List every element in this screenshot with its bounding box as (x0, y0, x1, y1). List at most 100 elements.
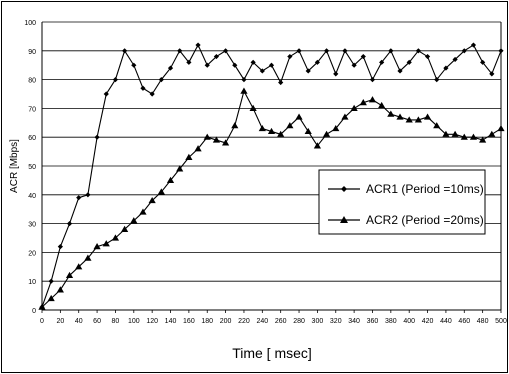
x-tick-label: 240 (256, 318, 268, 325)
x-tick-label: 500 (495, 318, 507, 325)
triangle-marker (102, 240, 110, 247)
x-tick-label: 360 (367, 318, 379, 325)
triangle-marker (84, 254, 92, 261)
diamond-marker (278, 79, 284, 86)
diamond-marker (333, 71, 339, 77)
y-axis-title: ACR [Mbps] (9, 139, 20, 193)
diamond-marker (66, 221, 73, 227)
triangle-marker (442, 130, 450, 137)
triangle-marker (414, 116, 422, 123)
x-tick-label: 200 (220, 318, 232, 325)
x-tick-label: 20 (56, 318, 64, 325)
ticks-layer: 0 10 20 30 40 50 60 70 80 90 100 0 20 40 60 80 100 120 140… (24, 20, 507, 325)
triangle-marker (405, 116, 413, 123)
triangle-marker (359, 99, 367, 106)
x-tick-label: 60 (93, 318, 101, 325)
triangle-marker (47, 294, 55, 302)
diamond-marker (241, 77, 247, 83)
legend-label-acr2: ACR2 (Period =20ms) (366, 213, 484, 227)
triangle-marker (121, 225, 129, 232)
diamond-marker (489, 71, 495, 77)
diamond-marker (158, 77, 164, 83)
diamond-marker (85, 192, 91, 198)
triangle-marker (423, 113, 432, 120)
triangle-marker (148, 196, 156, 204)
triangle-marker (488, 130, 496, 137)
y-tick-label: 50 (28, 164, 36, 171)
triangle-marker (277, 130, 285, 137)
triangle-marker (286, 122, 294, 129)
x-tick-label: 380 (385, 318, 397, 325)
x-tick-label: 260 (275, 318, 287, 325)
diamond-marker (415, 48, 421, 54)
legend-marker-acr2 (340, 216, 348, 223)
x-tick-label: 280 (293, 318, 305, 325)
triangle-marker (451, 130, 459, 137)
triangle-marker (75, 263, 83, 270)
axes-layer (41, 22, 502, 311)
x-axis-title: Time [ msec] (232, 345, 312, 361)
diamond-marker (480, 59, 486, 65)
legend: ACR1 (Period =10ms) ACR2 (Period =20ms) (318, 169, 486, 235)
triangle-marker (368, 96, 377, 103)
triangle-marker (497, 124, 505, 132)
x-tick-label: 400 (403, 318, 415, 325)
diamond-marker (369, 77, 376, 83)
x-tick-label: 420 (422, 318, 434, 325)
diamond-marker (360, 53, 366, 60)
triangle-marker (295, 113, 303, 120)
y-tick-label: 60 (28, 135, 36, 142)
triangle-marker (166, 176, 175, 183)
legend-box (318, 169, 486, 235)
x-tick-label: 120 (146, 318, 158, 325)
diamond-marker (379, 59, 385, 65)
diamond-marker (223, 48, 229, 54)
diamond-marker (213, 53, 220, 60)
x-tick-label: 340 (348, 318, 360, 325)
triangle-marker (267, 127, 276, 135)
triangle-marker (313, 142, 321, 149)
x-tick-label: 100 (128, 318, 140, 325)
x-tick-label: 160 (183, 318, 195, 325)
triangle-marker (194, 145, 202, 152)
x-tick-label: 480 (477, 318, 489, 325)
diamond-marker (167, 65, 174, 71)
x-tick-label: 140 (165, 318, 177, 325)
diamond-marker (342, 48, 348, 54)
diamond-marker (452, 56, 458, 63)
diamond-marker (149, 91, 155, 97)
triangle-marker (222, 139, 230, 146)
diamond-marker (314, 59, 320, 65)
y-tick-label: 0 (32, 308, 36, 315)
y-tick-label: 80 (28, 78, 36, 85)
series-layer (38, 42, 505, 310)
triangle-marker (304, 127, 312, 135)
triangle-marker (231, 122, 239, 129)
x-tick-label: 320 (330, 318, 342, 325)
diamond-marker (204, 62, 210, 68)
diamond-marker (388, 48, 394, 54)
y-tick-label: 70 (28, 106, 36, 113)
x-tick-label: 180 (201, 318, 213, 325)
x-tick-label: 220 (238, 318, 250, 325)
y-tick-label: 90 (28, 49, 36, 56)
diamond-marker (287, 53, 293, 60)
triangle-marker (460, 133, 468, 140)
triangle-marker (378, 101, 386, 109)
y-tick-label: 20 (28, 250, 36, 257)
diamond-marker (397, 68, 403, 74)
diamond-marker (232, 62, 238, 68)
diamond-marker (112, 77, 119, 83)
diamond-marker (122, 48, 128, 54)
triangle-marker (203, 133, 211, 140)
diamond-marker (443, 65, 449, 71)
legend-marker-acr1 (341, 186, 347, 192)
diamond-marker (76, 195, 82, 201)
triangle-marker (240, 87, 248, 94)
triangle-marker (258, 124, 266, 132)
diamond-marker (94, 134, 100, 140)
diamond-marker (48, 278, 54, 284)
diamond-marker (186, 59, 192, 65)
diamond-marker (250, 59, 256, 65)
